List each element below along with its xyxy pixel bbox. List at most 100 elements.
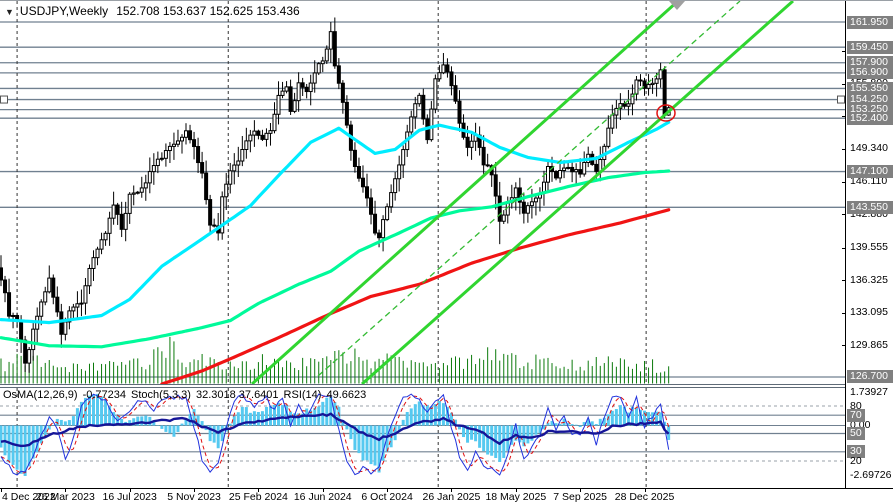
candle-body[interactable] xyxy=(562,167,567,172)
candle-body[interactable] xyxy=(614,107,619,116)
candle-body[interactable] xyxy=(453,85,458,102)
candle-body[interactable] xyxy=(578,169,583,175)
candle-body[interactable] xyxy=(441,64,446,74)
candle-body[interactable] xyxy=(91,257,96,269)
candle-body[interactable] xyxy=(27,349,32,364)
candle-body[interactable] xyxy=(574,169,579,173)
candle-body[interactable] xyxy=(111,204,116,219)
candle-body[interactable] xyxy=(654,78,659,84)
candle-body[interactable] xyxy=(232,164,237,172)
ma-fast-cyan[interactable] xyxy=(0,120,671,325)
candle-body[interactable] xyxy=(135,191,140,194)
candle-body[interactable] xyxy=(131,192,136,195)
candle-body[interactable] xyxy=(184,130,189,138)
candle-body[interactable] xyxy=(513,187,518,199)
ma-slow-red[interactable] xyxy=(160,208,671,384)
candle-body[interactable] xyxy=(618,103,623,109)
candle-body[interactable] xyxy=(115,204,120,215)
candle-body[interactable] xyxy=(75,303,80,308)
pane-divider[interactable] xyxy=(0,384,846,388)
candle-body[interactable] xyxy=(622,103,627,107)
candle-body[interactable] xyxy=(192,139,197,148)
candle-body[interactable] xyxy=(397,164,402,180)
candle-body[interactable] xyxy=(485,164,490,167)
candle-body[interactable] xyxy=(43,291,48,303)
dashed-trendline[interactable] xyxy=(317,1,741,377)
candle-body[interactable] xyxy=(389,192,394,208)
candle-body[interactable] xyxy=(437,72,442,80)
candle-body[interactable] xyxy=(179,136,184,142)
candle-body[interactable] xyxy=(594,163,599,172)
trend-channel-line[interactable] xyxy=(250,1,680,384)
candle-body[interactable] xyxy=(19,319,24,341)
candle-body[interactable] xyxy=(67,310,72,323)
candle-body[interactable] xyxy=(123,212,128,230)
line-anchor-marker[interactable] xyxy=(0,95,8,104)
candle-body[interactable] xyxy=(449,71,454,87)
candle-body[interactable] xyxy=(300,82,305,88)
candle-body[interactable] xyxy=(385,206,390,221)
candle-body[interactable] xyxy=(284,86,289,92)
candle-body[interactable] xyxy=(308,82,313,93)
line-anchor-marker[interactable] xyxy=(837,95,845,104)
candle-body[interactable] xyxy=(650,82,655,86)
candle-body[interactable] xyxy=(409,116,414,133)
symbol-dropdown-icon[interactable]: ▼ xyxy=(5,7,14,17)
candle-body[interactable] xyxy=(433,78,438,110)
candle-body[interactable] xyxy=(610,114,615,129)
candle-body[interactable] xyxy=(445,64,450,73)
candle-body[interactable] xyxy=(457,100,462,124)
candle-body[interactable] xyxy=(127,193,132,214)
candle-body[interactable] xyxy=(204,172,209,201)
candle-body[interactable] xyxy=(344,101,349,126)
candle-body[interactable] xyxy=(139,187,144,193)
candle-body[interactable] xyxy=(360,177,365,188)
candle-body[interactable] xyxy=(220,196,225,234)
candle-body[interactable] xyxy=(71,306,76,312)
candle-body[interactable] xyxy=(268,130,273,134)
candle-body[interactable] xyxy=(558,170,563,179)
candle-body[interactable] xyxy=(638,79,643,82)
candle-body[interactable] xyxy=(163,150,168,159)
candle-body[interactable] xyxy=(39,301,44,317)
candle-body[interactable] xyxy=(155,158,160,167)
candle-body[interactable] xyxy=(51,277,56,298)
candle-body[interactable] xyxy=(59,311,64,335)
candle-body[interactable] xyxy=(55,296,60,313)
candle-body[interactable] xyxy=(228,170,233,185)
candle-body[interactable] xyxy=(240,148,245,162)
candle-body[interactable] xyxy=(373,213,378,234)
candle-body[interactable] xyxy=(119,213,124,230)
candle-body[interactable] xyxy=(95,248,100,259)
price-axis[interactable]: 159.030155.800152.570149.340146.110142.8… xyxy=(842,1,893,488)
candle-body[interactable] xyxy=(11,315,16,318)
candle-body[interactable] xyxy=(188,130,193,141)
candle-body[interactable] xyxy=(200,162,205,174)
rsi-line[interactable] xyxy=(0,412,670,448)
candle-body[interactable] xyxy=(328,31,333,50)
candle-body[interactable] xyxy=(521,201,526,214)
candle-body[interactable] xyxy=(606,127,611,147)
candle-body[interactable] xyxy=(662,69,667,116)
candle-body[interactable] xyxy=(196,146,201,164)
candle-body[interactable] xyxy=(413,103,418,118)
candle-body[interactable] xyxy=(167,145,172,152)
candle-body[interactable] xyxy=(340,82,345,103)
ma-medium-springgreen[interactable] xyxy=(0,169,671,349)
candle-body[interactable] xyxy=(352,149,357,167)
candle-body[interactable] xyxy=(224,183,229,198)
candle-body[interactable] xyxy=(260,134,265,140)
candle-body[interactable] xyxy=(365,186,370,199)
candle-body[interactable] xyxy=(63,321,68,335)
candle-body[interactable] xyxy=(103,232,108,241)
candle-body[interactable] xyxy=(171,143,176,147)
candle-body[interactable] xyxy=(87,267,92,287)
candle-body[interactable] xyxy=(481,146,486,166)
candle-body[interactable] xyxy=(151,165,156,173)
candle-body[interactable] xyxy=(0,267,3,281)
candle-body[interactable] xyxy=(356,165,361,179)
candle-body[interactable] xyxy=(264,132,269,140)
candle-body[interactable] xyxy=(554,171,559,179)
candle-body[interactable] xyxy=(79,302,84,305)
candle-body[interactable] xyxy=(417,94,422,105)
